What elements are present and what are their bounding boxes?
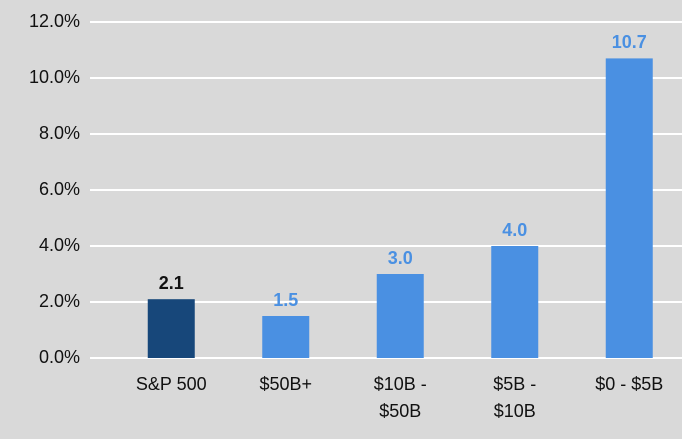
x-tick-label: $50B+ [259, 374, 312, 394]
value-label: 2.1 [159, 273, 184, 293]
bar [491, 246, 539, 358]
x-tick-label: $0 - $5B [595, 374, 663, 394]
y-tick-label: 0.0% [39, 347, 80, 367]
y-tick-label: 12.0% [29, 11, 80, 31]
x-tick-label: $5B - $10B [493, 374, 536, 421]
y-tick-label: 4.0% [39, 235, 80, 255]
y-tick-label: 6.0% [39, 179, 80, 199]
x-tick-label: $10B - $50B [374, 374, 427, 421]
bar [605, 58, 653, 359]
value-label: 4.0 [502, 220, 527, 240]
x-tick-label: S&P 500 [136, 374, 207, 394]
x-tick-line: $10B [494, 401, 536, 421]
bar [262, 316, 310, 358]
bar [376, 274, 424, 358]
y-tick-label: 2.0% [39, 291, 80, 311]
value-label: 3.0 [388, 248, 413, 268]
x-tick-line: $50B [379, 401, 421, 421]
value-label: 1.5 [273, 290, 298, 310]
value-label: 10.7 [612, 32, 647, 52]
bar [147, 299, 195, 358]
x-tick-line: $10B - [374, 374, 427, 394]
y-tick-label: 8.0% [39, 123, 80, 143]
y-tick-label: 10.0% [29, 67, 80, 87]
x-tick-line: $5B - [493, 374, 536, 394]
